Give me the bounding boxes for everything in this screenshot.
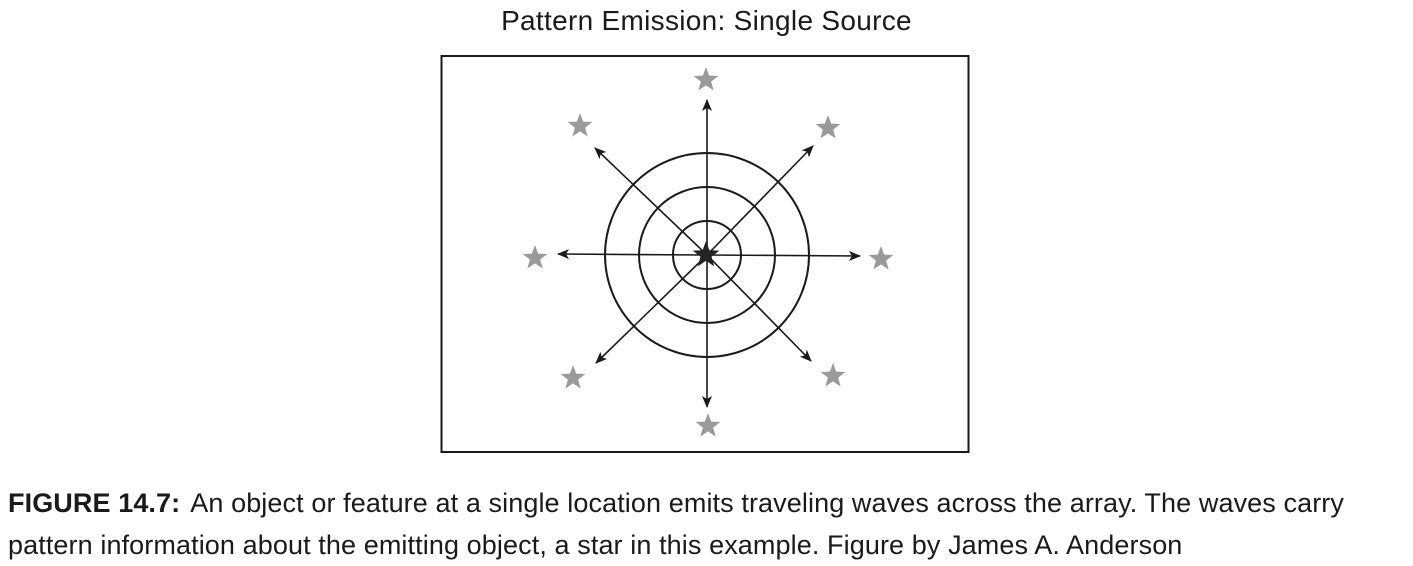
arrow-nw [594,147,708,256]
arrow-sw [595,254,708,364]
emitted-star-icon-n [693,67,719,91]
emitted-star-icon-w [522,245,548,269]
emitted-star-icon-e [868,246,894,270]
arrow-e [706,250,861,261]
caption-text: An object or feature at a single locatio… [8,488,1344,560]
emitted-star-icon-nw [567,113,593,137]
arrow-se [706,254,812,362]
emission-arrows [557,99,861,408]
arrow-ne [706,145,814,256]
figure-title: Pattern Emission: Single Source [501,5,912,36]
stars-group [522,67,894,437]
arrow-w [557,249,708,260]
emitted-star-icon-sw [560,365,586,389]
source-star-icon [692,241,720,267]
diagram-frame [440,55,970,453]
caption-label: FIGURE 14.7: [8,488,181,518]
figure-caption: FIGURE 14.7: An object or feature at a si… [8,482,1408,566]
emitted-star-icon-s [695,413,721,437]
emitted-star-icon-ne [815,115,841,139]
emitted-star-icon-se [820,363,846,387]
